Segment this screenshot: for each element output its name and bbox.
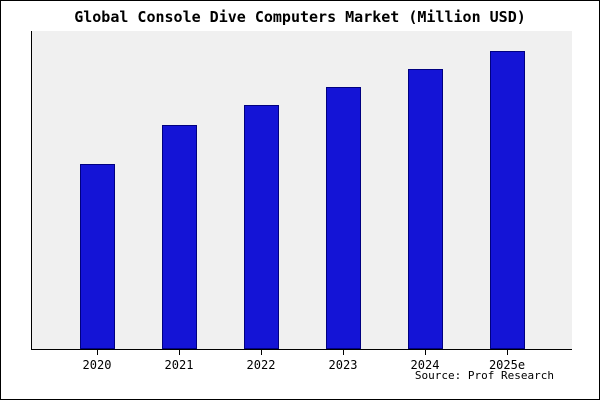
bar-2020 [79, 164, 115, 349]
bar-2022 [243, 105, 279, 349]
bar-slot: 2025e [489, 31, 525, 372]
x-axis-tick [261, 350, 262, 355]
bar-slot: 2024 [407, 31, 443, 372]
x-axis-tick [97, 350, 98, 355]
bar-2023 [325, 87, 361, 349]
chart-title: Global Console Dive Computers Market (Mi… [74, 8, 526, 26]
bar-slot: 2021 [161, 31, 197, 372]
source-note: Source: Prof Research [414, 369, 554, 382]
x-axis-tick [179, 350, 180, 355]
x-axis-label-2020: 2020 [82, 358, 112, 372]
bar-2021 [161, 125, 197, 349]
x-axis-tick [343, 350, 344, 355]
x-axis-label-2024: 2024 [410, 358, 440, 372]
bar-slot: 2023 [325, 31, 361, 372]
bar-2024 [407, 69, 443, 349]
x-axis-label-2022: 2022 [246, 358, 276, 372]
bar-slot: 2020 [79, 31, 115, 372]
bar-2025e [489, 51, 525, 349]
x-axis-tick [425, 350, 426, 355]
x-axis-label-2023: 2023 [328, 358, 358, 372]
x-axis-label-2025e: 2025e [488, 358, 526, 372]
plot-area: 2020 2021 2022 2023 2024 2025e [31, 31, 572, 372]
x-axis-label-2021: 2021 [164, 358, 194, 372]
x-axis-tick [507, 350, 508, 355]
bar-slot: 2022 [243, 31, 279, 372]
bars-container: 2020 2021 2022 2023 2024 2025e [32, 31, 572, 372]
